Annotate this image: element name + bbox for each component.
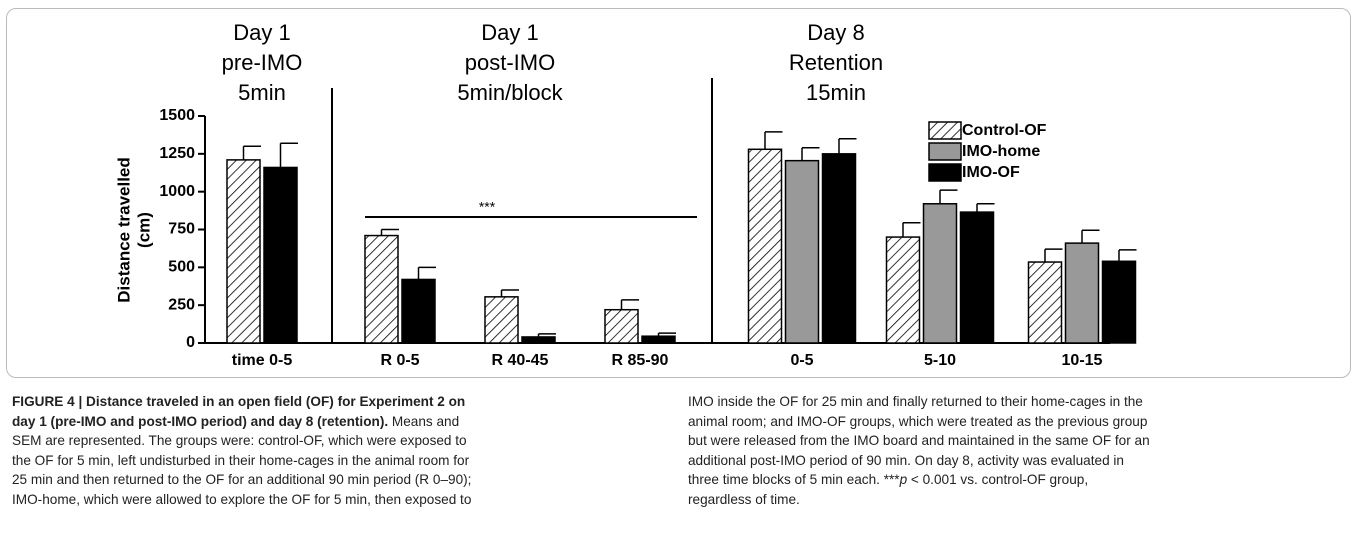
caption-text: the OF for 5 min, left undisturbed in th… (12, 452, 470, 468)
bar (922, 203, 958, 344)
caption-text: regardless of time. (688, 491, 800, 507)
caption-line: SEM are represented. The groups were: co… (12, 431, 471, 451)
caption-text: three time blocks of 5 min each. *** (688, 472, 900, 487)
x-tick-label: R 40-45 (492, 352, 549, 369)
caption-italic: p (899, 472, 908, 487)
bar (959, 211, 995, 344)
bar (364, 234, 399, 344)
caption-line: day 1 (pre-IMO and post-IMO period) and … (12, 412, 471, 432)
x-tick-label: time 0-5 (232, 352, 293, 369)
section-header: Day 1 (233, 20, 290, 45)
y-tick-label: 250 (168, 296, 195, 313)
figure-frame (6, 8, 1351, 378)
section-header: 15min (806, 80, 866, 105)
caption-text: SEM are represented. The groups were: co… (12, 433, 467, 448)
y-tick-label: 1250 (159, 145, 195, 162)
bar (1027, 261, 1063, 344)
section-header: post-IMO (465, 50, 555, 75)
caption-left: FIGURE 4 | Distance traveled in an open … (12, 392, 471, 509)
caption-line: 25 min and then returned to the OF for a… (12, 470, 471, 490)
y-tick-label: 500 (168, 259, 195, 276)
y-tick-label: 750 (168, 221, 195, 238)
bar (747, 148, 783, 344)
caption-line: regardless of time. (688, 490, 1150, 510)
bar (1101, 260, 1137, 344)
bar (885, 236, 921, 344)
caption-line: three time blocks of 5 min each. ***p < … (688, 470, 1150, 490)
y-tick-label: 1500 (159, 107, 195, 124)
x-tick-label: R 85-90 (612, 352, 669, 369)
legend-swatch (928, 163, 962, 182)
section-header: pre-IMO (222, 50, 303, 75)
caption-line: IMO-home, which were allowed to explore … (12, 490, 471, 510)
x-tick-label: 5-10 (924, 352, 956, 369)
caption-line: additional post-IMO period of 90 min. On… (688, 451, 1150, 471)
y-tick-label: 0 (186, 334, 195, 351)
bar (401, 278, 436, 344)
chart: 0 250 500 750 1000 1250 1500 Distance travelled… (114, 20, 1137, 369)
bar (226, 159, 261, 344)
legend-swatch (928, 121, 962, 140)
section-header: 5min (238, 80, 286, 105)
bar (1064, 242, 1100, 344)
legend-label: IMO-home (962, 143, 1040, 160)
section-header: Day 8 (807, 20, 864, 45)
legend-label: IMO-OF (962, 164, 1020, 181)
legend-label: Control-OF (962, 122, 1047, 139)
caption-text: < 0.001 vs. control-OF group, (910, 472, 1089, 487)
y-axis-label: (cm) (134, 212, 153, 248)
x-tick-label: R 0-5 (380, 352, 419, 369)
section-header: 5min/block (457, 80, 563, 105)
caption-right: IMO inside the OF for 25 min and finally… (688, 392, 1150, 509)
caption-line: but were released from the IMO board and… (688, 431, 1150, 451)
caption-text: but were released from the IMO board and… (688, 433, 1150, 448)
caption-line: the OF for 5 min, left undisturbed in th… (12, 451, 471, 471)
bar (484, 296, 519, 344)
bar (784, 159, 820, 344)
caption-text: Means and (391, 413, 460, 429)
bar (521, 336, 556, 344)
y-tick-label: 1000 (159, 183, 195, 200)
caption-text: animal room; and IMO-OF groups, which we… (688, 413, 1148, 429)
caption-text: 25 min and then returned to the OF for a… (12, 472, 472, 487)
section-header: Day 1 (481, 20, 538, 45)
caption-text: IMO inside the OF for 25 min and finally… (688, 394, 1143, 409)
bar (821, 153, 857, 344)
caption-line: animal room; and IMO-OF groups, which we… (688, 412, 1150, 432)
y-axis-label: Distance travelled (114, 157, 133, 303)
significance-label: *** (479, 199, 496, 215)
bar (263, 166, 298, 344)
x-tick-label: 10-15 (1062, 352, 1103, 369)
bar (641, 335, 676, 344)
caption-line: FIGURE 4 | Distance traveled in an open … (12, 392, 471, 412)
section-header: Retention (789, 50, 883, 75)
legend-swatch (928, 142, 962, 161)
x-tick-label: 0-5 (790, 352, 813, 369)
caption-text: IMO-home, which were allowed to explore … (12, 491, 472, 507)
caption-text: additional post-IMO period of 90 min. On… (688, 452, 1124, 468)
bar (604, 308, 639, 344)
caption-line: IMO inside the OF for 25 min and finally… (688, 392, 1150, 412)
caption-bold: day 1 (pre-IMO and post-IMO period) and … (12, 413, 389, 429)
caption-bold: FIGURE 4 | Distance traveled in an open … (12, 394, 466, 409)
